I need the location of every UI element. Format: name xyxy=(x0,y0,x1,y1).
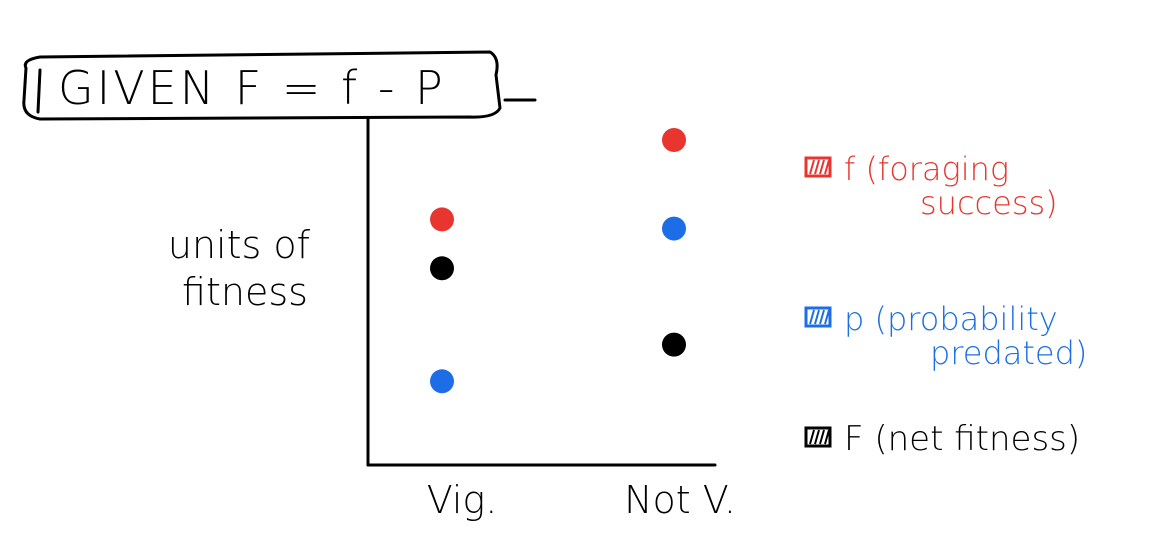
data-point xyxy=(430,256,454,281)
legend-swatch xyxy=(804,306,832,328)
data-point xyxy=(430,369,454,394)
legend-swatch-hatch xyxy=(819,309,825,325)
y-axis-label-line-2: fitness xyxy=(182,270,308,314)
data-points xyxy=(430,128,686,394)
data-point xyxy=(662,216,686,241)
x-tick-label: Vig. xyxy=(427,478,498,522)
legend-swatch-hatch xyxy=(824,159,830,175)
title-box: GIVEN F = f - P xyxy=(22,50,537,121)
legend-swatch xyxy=(804,156,832,178)
x-tick-label: Not V. xyxy=(624,478,736,522)
chart-title: GIVEN F = f - P xyxy=(58,61,446,115)
x-tick-labels: Vig. Not V. xyxy=(427,478,736,522)
legend-label: p (probability predated) xyxy=(844,300,1087,372)
legend-label: f (foraging success) xyxy=(844,150,1058,222)
legend-label: F (net fitness) xyxy=(844,419,1080,459)
legend-swatch-hatch xyxy=(819,429,825,445)
legend-swatch-hatch xyxy=(809,159,815,175)
legend: f (foraging success) p (probability predate… xyxy=(804,150,1087,459)
data-point xyxy=(430,207,454,232)
y-axis-label: units of fitness xyxy=(168,223,322,314)
legend-swatch-hatch xyxy=(819,159,825,175)
data-point xyxy=(662,128,686,152)
legend-swatch-hatch xyxy=(814,309,820,325)
data-point xyxy=(662,332,686,357)
legend-swatch xyxy=(804,426,832,448)
legend-swatch-hatch xyxy=(824,309,830,325)
y-axis-label-line-1: units of xyxy=(168,223,311,267)
legend-swatch-hatch xyxy=(814,159,820,175)
legend-swatch-hatch xyxy=(809,309,815,325)
legend-swatch-hatch xyxy=(809,429,815,445)
legend-swatch-hatch xyxy=(814,429,820,445)
legend-swatch-hatch xyxy=(824,429,830,445)
